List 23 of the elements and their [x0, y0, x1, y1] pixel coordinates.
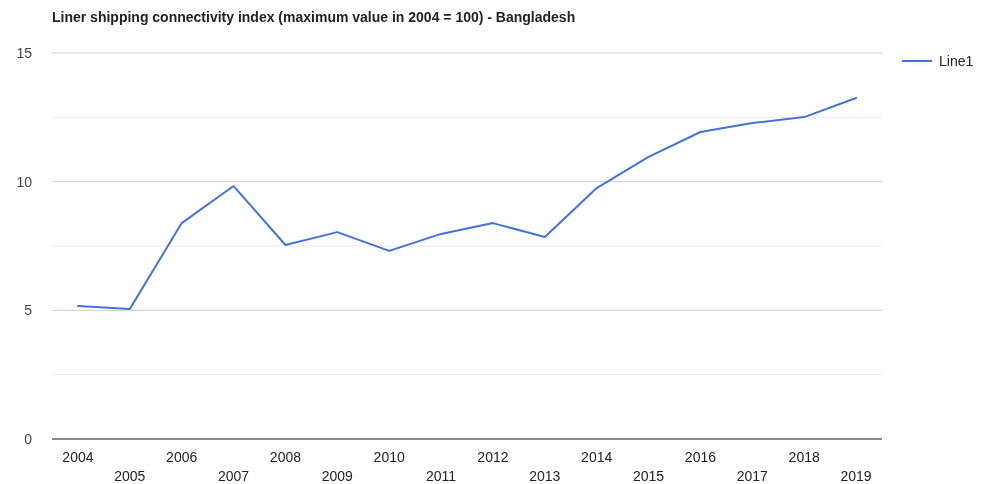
- x-tick-label: 2017: [736, 468, 769, 484]
- y-tick-label: 0: [24, 430, 33, 447]
- legend-label: Line1: [939, 52, 974, 69]
- y-tick-label: 15: [16, 44, 33, 61]
- x-tick-label: 2011: [426, 468, 457, 484]
- x-tick-label: 2008: [269, 449, 302, 465]
- x-tick-label: 2006: [166, 449, 198, 465]
- x-tick-label: 2004: [62, 449, 94, 465]
- x-tick-label: 2012: [477, 449, 509, 465]
- x-tick-label: 2018: [788, 449, 820, 465]
- line-series: [76, 97, 858, 311]
- x-tick-label: 2013: [529, 468, 561, 484]
- x-tick-label: 2016: [684, 449, 717, 465]
- y-tick-label: 10: [16, 173, 33, 190]
- chart-title: Liner shipping connectivity index (maximum value in 2004 = 100) - Bangladesh: [52, 9, 576, 25]
- x-tick-label: 2007: [217, 468, 250, 484]
- x-tick-label: 2010: [373, 449, 405, 465]
- x-tick-label: 2014: [581, 449, 613, 465]
- x-tick-label: 2009: [321, 468, 354, 484]
- x-tick-label: 2005: [114, 468, 146, 484]
- x-tick-label: 2015: [632, 468, 665, 484]
- y-tick-label: 5: [24, 302, 33, 319]
- x-tick-label: 2019: [840, 468, 872, 484]
